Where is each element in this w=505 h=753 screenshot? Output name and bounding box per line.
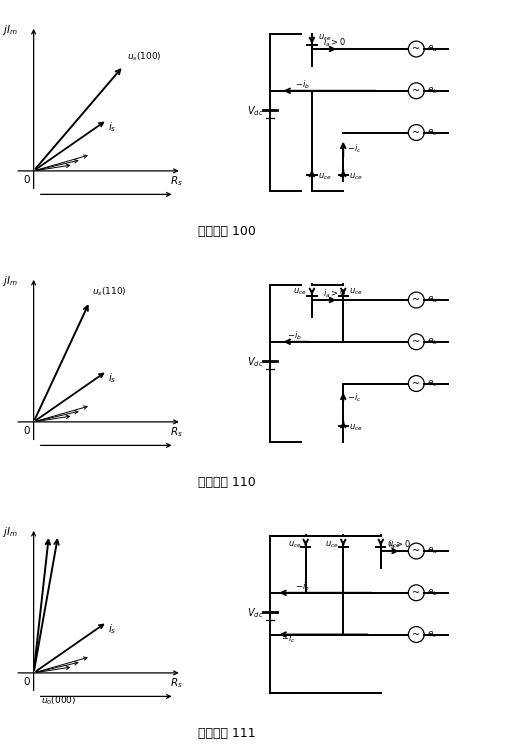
Text: ~: ~ [412, 295, 420, 305]
Text: 0: 0 [23, 175, 30, 185]
Text: $-i_b$: $-i_b$ [295, 78, 310, 90]
Text: $e_b$: $e_b$ [427, 337, 438, 347]
Text: 开关状态 100: 开关状态 100 [198, 225, 256, 238]
Text: $i_a>0$: $i_a>0$ [323, 288, 346, 300]
Text: 开关状态 111: 开关状态 111 [198, 727, 256, 740]
Text: 0: 0 [23, 677, 30, 687]
Text: $-i_c$: $-i_c$ [281, 633, 295, 645]
Text: $e_a$: $e_a$ [427, 294, 438, 305]
Text: ~: ~ [412, 127, 420, 138]
Text: ~: ~ [412, 588, 420, 598]
Text: $i_s$: $i_s$ [108, 120, 117, 134]
Text: $-i_b$: $-i_b$ [287, 329, 301, 342]
Text: $u_{ce}$: $u_{ce}$ [349, 422, 363, 433]
Text: $e_a$: $e_a$ [427, 44, 438, 54]
Text: $e_c$: $e_c$ [427, 630, 438, 640]
Text: ~: ~ [412, 86, 420, 96]
Text: $i_s$: $i_s$ [108, 622, 117, 636]
Text: ~: ~ [412, 379, 420, 389]
Text: ~: ~ [412, 44, 420, 54]
Text: $u_s(100)$: $u_s(100)$ [127, 50, 161, 62]
Text: $R_s$: $R_s$ [170, 174, 183, 188]
Text: $i_a>0$: $i_a>0$ [388, 538, 411, 550]
Text: $u_{ce}$: $u_{ce}$ [318, 32, 332, 43]
Text: $R_s$: $R_s$ [170, 676, 183, 690]
Text: $u_{ce}$: $u_{ce}$ [349, 172, 363, 182]
Text: $V_{dc}$: $V_{dc}$ [247, 104, 264, 118]
Text: $u_0(000)$: $u_0(000)$ [41, 694, 76, 707]
Text: $u_{ce}$: $u_{ce}$ [288, 540, 302, 550]
Text: $u_{ce}$: $u_{ce}$ [387, 540, 400, 550]
Text: ~: ~ [412, 337, 420, 347]
Text: $-i_b$: $-i_b$ [295, 580, 310, 593]
Text: $u_{ce}$: $u_{ce}$ [349, 287, 363, 297]
Text: $u_{ce}$: $u_{ce}$ [293, 287, 307, 297]
Text: $V_{dc}$: $V_{dc}$ [247, 606, 264, 620]
Text: 开关状态 110: 开关状态 110 [198, 476, 256, 489]
Text: $-i_c$: $-i_c$ [347, 142, 362, 155]
Text: $i_s$: $i_s$ [108, 371, 117, 385]
Text: ~: ~ [412, 630, 420, 639]
Text: $jI_m$: $jI_m$ [3, 23, 18, 37]
Text: $-i_c$: $-i_c$ [347, 392, 362, 404]
Text: $jI_m$: $jI_m$ [3, 525, 18, 539]
Text: $e_a$: $e_a$ [427, 546, 438, 556]
Text: $V_{dc}$: $V_{dc}$ [247, 355, 264, 369]
Text: $e_c$: $e_c$ [427, 378, 438, 389]
Text: ~: ~ [412, 546, 420, 556]
Text: $e_b$: $e_b$ [427, 86, 438, 96]
Text: $e_c$: $e_c$ [427, 127, 438, 138]
Text: $e_b$: $e_b$ [427, 587, 438, 598]
Text: $i_a>0$: $i_a>0$ [323, 36, 346, 49]
Text: $u_{ce}$: $u_{ce}$ [326, 540, 339, 550]
Text: $u_{ce}$: $u_{ce}$ [318, 172, 332, 182]
Text: $jI_m$: $jI_m$ [3, 274, 18, 288]
Text: 0: 0 [23, 426, 30, 436]
Text: $R_s$: $R_s$ [170, 425, 183, 439]
Text: $u_s(110)$: $u_s(110)$ [92, 286, 126, 298]
